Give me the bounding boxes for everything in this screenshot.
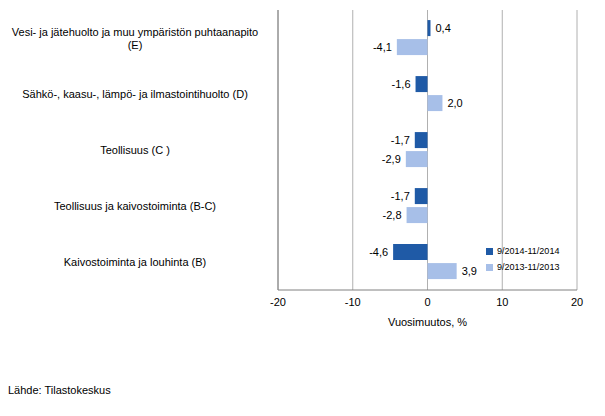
svg-text:Kaivostoiminta ja louhinta (B): Kaivostoiminta ja louhinta (B) xyxy=(64,256,206,268)
svg-text:0,4: 0,4 xyxy=(435,22,450,34)
svg-text:-2,8: -2,8 xyxy=(383,209,402,221)
svg-text:Vuosimuutos, %: Vuosimuutos, % xyxy=(388,316,467,328)
svg-text:20: 20 xyxy=(571,296,583,308)
svg-text:-1,7: -1,7 xyxy=(391,134,410,146)
svg-text:-10: -10 xyxy=(345,296,361,308)
svg-text:-4,1: -4,1 xyxy=(373,41,392,53)
svg-text:Teollisuus (C ): Teollisuus (C ) xyxy=(100,144,170,156)
svg-text:10: 10 xyxy=(496,296,508,308)
svg-text:-4,6: -4,6 xyxy=(369,246,388,258)
svg-text:Vesi- ja jätehuolto ja muu ymp: Vesi- ja jätehuolto ja muu ympäristön pu… xyxy=(12,26,258,51)
svg-text:Teollisuus ja kaivostoiminta (: Teollisuus ja kaivostoiminta (B-C) xyxy=(54,200,216,212)
svg-text:-1,6: -1,6 xyxy=(392,78,411,90)
svg-text:-1,7: -1,7 xyxy=(391,190,410,202)
svg-text:-2,9: -2,9 xyxy=(382,153,401,165)
svg-text:3,9: 3,9 xyxy=(462,265,477,277)
svg-text:Sähkö-, kaasu-, lämpö- ja ilma: Sähkö-, kaasu-, lämpö- ja ilmastointihuo… xyxy=(22,88,248,100)
svg-text:0: 0 xyxy=(424,296,430,308)
html-text:9/2014-11/2014: 9/2014-11/2014 xyxy=(497,246,560,256)
svg-text:-20: -20 xyxy=(270,296,286,308)
html-text:9/2013-11/2013: 9/2013-11/2013 xyxy=(497,262,560,272)
svg-text:2,0: 2,0 xyxy=(447,97,462,109)
html-text:Lähde: Tilastokeskus: Lähde: Tilastokeskus xyxy=(8,384,111,396)
